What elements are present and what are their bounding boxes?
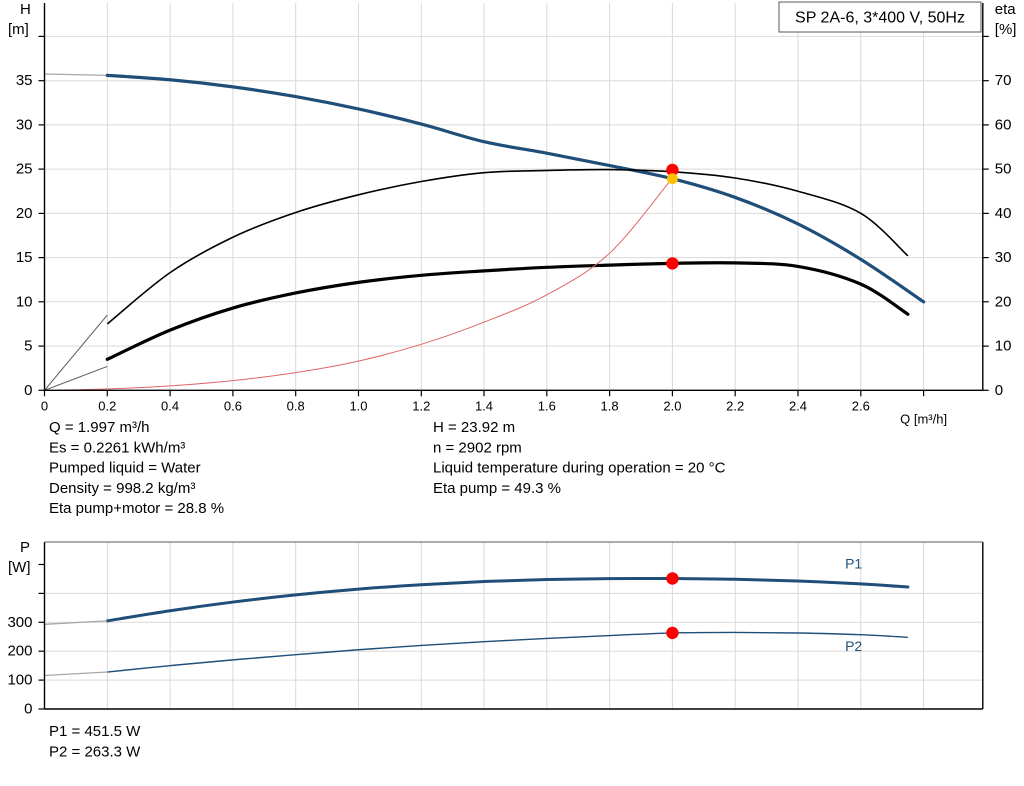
svg-text:Es = 0.2261 kWh/m³: Es = 0.2261 kWh/m³ xyxy=(49,439,185,456)
svg-text:0: 0 xyxy=(24,382,32,399)
svg-text:50: 50 xyxy=(995,161,1012,178)
svg-text:0.4: 0.4 xyxy=(161,398,179,413)
svg-text:0: 0 xyxy=(24,701,32,718)
svg-text:[W]: [W] xyxy=(8,559,31,576)
svg-text:Q = 1.997 m³/h: Q = 1.997 m³/h xyxy=(49,419,149,436)
svg-text:Eta pump = 49.3 %: Eta pump = 49.3 % xyxy=(433,480,561,497)
svg-text:40: 40 xyxy=(995,205,1012,222)
svg-text:1.6: 1.6 xyxy=(538,398,556,413)
svg-text:2.4: 2.4 xyxy=(789,398,807,413)
svg-text:2.2: 2.2 xyxy=(726,398,744,413)
svg-text:0: 0 xyxy=(995,382,1003,399)
svg-text:10: 10 xyxy=(995,338,1012,355)
svg-text:P: P xyxy=(20,539,30,556)
svg-text:15: 15 xyxy=(16,249,33,266)
svg-text:0.2: 0.2 xyxy=(98,398,116,413)
svg-text:[m]: [m] xyxy=(8,21,29,38)
svg-text:30: 30 xyxy=(995,249,1012,266)
svg-text:30: 30 xyxy=(16,116,33,133)
svg-text:H: H xyxy=(20,1,31,18)
svg-text:70: 70 xyxy=(995,72,1012,89)
svg-text:1.0: 1.0 xyxy=(349,398,367,413)
svg-text:35: 35 xyxy=(16,72,33,89)
svg-text:P2: P2 xyxy=(845,638,862,654)
svg-text:0.8: 0.8 xyxy=(287,398,305,413)
svg-text:20: 20 xyxy=(16,205,33,222)
svg-text:Liquid temperature during oper: Liquid temperature during operation = 20… xyxy=(433,460,726,477)
svg-text:0: 0 xyxy=(41,398,48,413)
svg-text:200: 200 xyxy=(7,643,32,660)
svg-text:SP 2A-6, 3*400 V, 50Hz: SP 2A-6, 3*400 V, 50Hz xyxy=(795,10,965,27)
svg-text:H = 23.92 m: H = 23.92 m xyxy=(433,419,515,436)
svg-text:0.6: 0.6 xyxy=(224,398,242,413)
svg-text:eta: eta xyxy=(995,1,1017,18)
svg-text:Density = 998.2 kg/m³: Density = 998.2 kg/m³ xyxy=(49,480,195,497)
svg-text:Q [m³/h]: Q [m³/h] xyxy=(900,411,947,426)
svg-text:100: 100 xyxy=(7,672,32,689)
svg-text:Pumped liquid = Water: Pumped liquid = Water xyxy=(49,460,201,477)
svg-text:25: 25 xyxy=(16,161,33,178)
svg-text:60: 60 xyxy=(995,116,1012,133)
svg-text:10: 10 xyxy=(16,293,33,310)
svg-text:P1 = 451.5 W: P1 = 451.5 W xyxy=(49,723,141,740)
svg-text:P1: P1 xyxy=(845,556,862,572)
svg-text:[%]: [%] xyxy=(995,21,1017,38)
svg-text:n = 2902 rpm: n = 2902 rpm xyxy=(433,439,522,456)
svg-text:1.2: 1.2 xyxy=(412,398,430,413)
svg-text:P2 = 263.3 W: P2 = 263.3 W xyxy=(49,743,141,760)
svg-text:20: 20 xyxy=(995,293,1012,310)
svg-text:2.6: 2.6 xyxy=(852,398,870,413)
svg-text:Eta pump+motor = 28.8 %: Eta pump+motor = 28.8 % xyxy=(49,500,224,517)
svg-text:1.8: 1.8 xyxy=(601,398,619,413)
svg-text:1.4: 1.4 xyxy=(475,398,493,413)
svg-text:300: 300 xyxy=(7,614,32,631)
svg-text:5: 5 xyxy=(24,338,32,355)
svg-text:2.0: 2.0 xyxy=(663,398,681,413)
